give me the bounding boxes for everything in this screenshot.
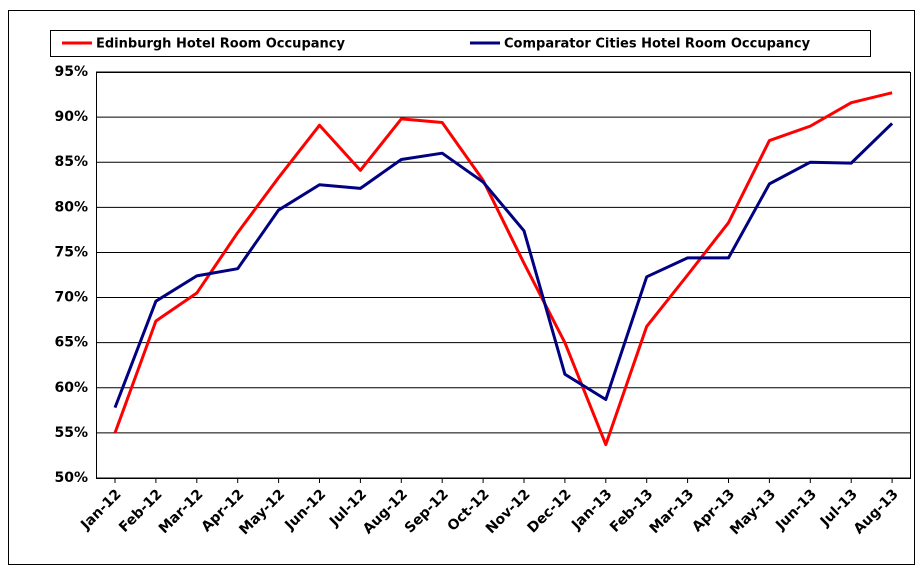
y-tick-label: 60% — [54, 380, 88, 396]
legend — [50, 30, 871, 57]
y-tick-label: 65% — [54, 335, 88, 351]
series-line — [113, 122, 894, 409]
chart-frame — [8, 10, 915, 565]
legend-label: Comparator Cities Hotel Room Occupancy — [504, 37, 811, 52]
y-tick-label: 85% — [54, 154, 88, 170]
y-tick-label: 70% — [54, 290, 88, 306]
y-tick-label: 55% — [54, 425, 88, 441]
y-tick-label: 95% — [54, 64, 88, 80]
y-tick-label: 80% — [54, 199, 88, 215]
y-tick-label: 50% — [54, 470, 88, 486]
y-tick-label: 75% — [54, 244, 88, 260]
series-line — [113, 91, 893, 447]
legend-label: Edinburgh Hotel Room Occupancy — [96, 37, 345, 52]
y-tick-label: 90% — [54, 109, 88, 125]
